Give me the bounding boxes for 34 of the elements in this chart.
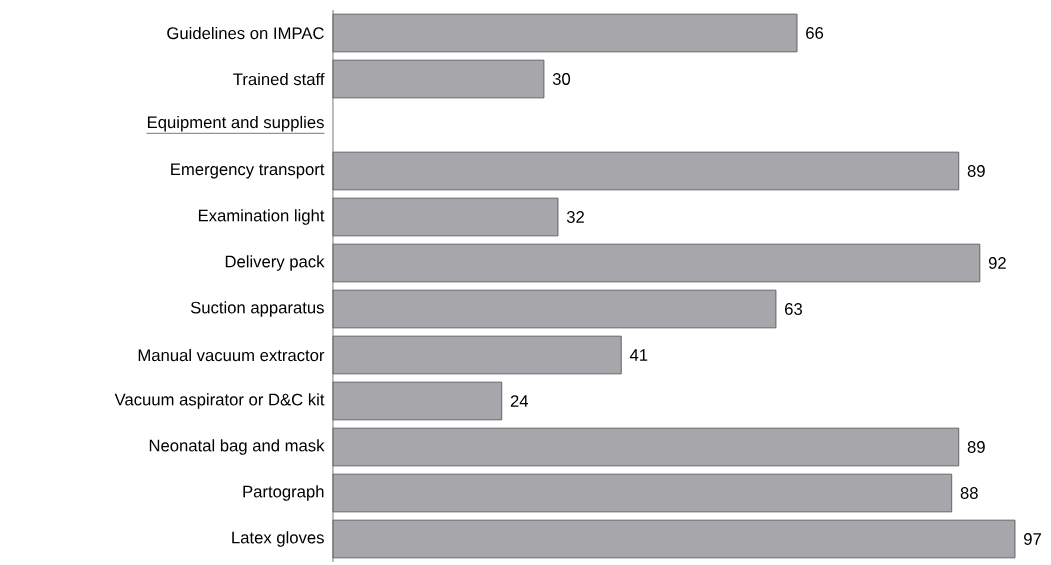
data-label: 30 <box>552 73 571 85</box>
data-label: 92 <box>988 257 1006 269</box>
data-label: 89 <box>967 165 985 177</box>
data-label: 97 <box>1024 533 1041 545</box>
bar <box>332 381 503 421</box>
y-tick-label: Delivery pack <box>225 255 325 271</box>
y-tick-label: Examination light <box>198 209 325 225</box>
bar <box>332 335 622 375</box>
bar <box>332 473 953 513</box>
bar <box>332 59 545 99</box>
data-label: 41 <box>629 349 648 361</box>
bar <box>332 427 960 467</box>
y-tick-label: Neonatal bag and mask <box>149 439 325 455</box>
y-tick-label: Partograph <box>243 485 324 501</box>
y-tick-label: Latex gloves <box>232 531 324 547</box>
bar <box>332 151 960 191</box>
bar <box>332 197 559 237</box>
bar <box>332 13 798 53</box>
y-tick-label: Guidelines on IMPAC <box>167 26 324 40</box>
y-tick-label: Vacuum aspirator or D&C kit <box>114 393 325 409</box>
y-tick-label: Manual vacuum extractor <box>138 348 325 362</box>
data-label: 66 <box>806 27 824 39</box>
data-label: 63 <box>785 303 803 315</box>
y-tick-label: Equipment and supplies <box>147 115 324 132</box>
y-tick-label: Suction apparatus <box>190 301 324 317</box>
bar <box>332 519 1016 559</box>
data-label: 88 <box>960 487 978 499</box>
data-label: 89 <box>967 441 985 453</box>
data-label: 32 <box>566 211 584 223</box>
y-tick-label: Emergency transport <box>171 163 325 179</box>
y-tick-label: Trained staff <box>233 72 325 86</box>
bar <box>332 243 981 283</box>
data-label: 24 <box>510 395 529 407</box>
bar <box>332 289 777 329</box>
